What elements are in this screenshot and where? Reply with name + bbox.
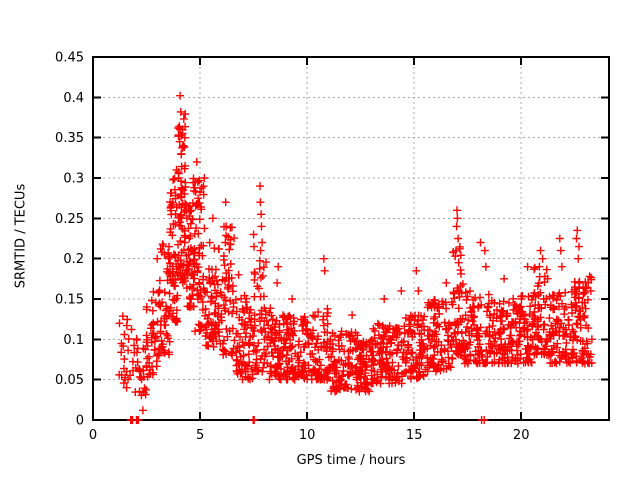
y-tick-label: 0.15 [55,293,84,308]
y-tick-label: 0.4 [63,91,84,106]
x-tick-label: 5 [196,428,204,443]
y-tick-label: 0.25 [55,212,84,227]
plot-border [92,56,610,421]
y-tick-label: 0.1 [63,333,84,348]
x-axis-label: GPS time / hours [296,453,406,468]
y-tick-label: 0.3 [63,172,84,187]
x-tick-label: 15 [406,428,423,443]
scatter-points [115,91,596,424]
y-tick-label: 0.35 [55,131,84,146]
x-tick-label: 10 [299,428,316,443]
y-axis-label: SRMTID / TECUs [13,183,29,289]
y-tick-label: 0.2 [63,252,84,267]
tick-labels: 0 5 10 15 20 0 0.05 0.1 0.15 0.2 0.25 0.3 0.35 0.4 0.4… [55,51,529,444]
y-tick-label: 0.45 [55,51,84,66]
y-tick-label: 0.05 [55,373,84,388]
y-tick-label: 0 [76,414,84,429]
x-tick-label: 20 [513,428,530,443]
x-tick-label: 0 [89,428,97,443]
